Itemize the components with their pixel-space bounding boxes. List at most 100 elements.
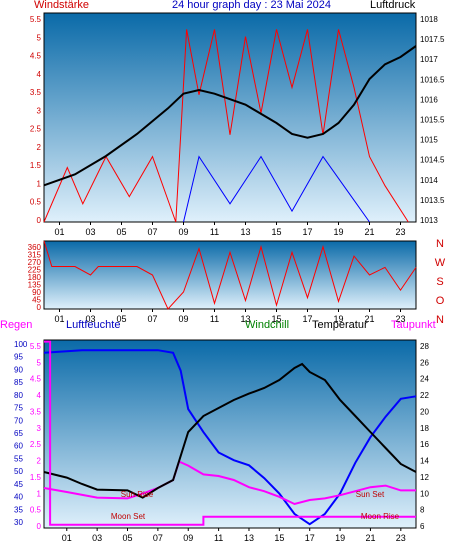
humidity-tick-label: 100: [14, 340, 28, 349]
humidity-tick-label: 65: [14, 429, 23, 438]
temperature-label: Temperatur: [312, 319, 368, 331]
direction-tick-label: 225: [28, 266, 42, 275]
pressure-tick-label: 1018: [420, 15, 438, 24]
astro-annotation: Sun Rise: [121, 490, 154, 499]
x-tick-label: 07: [153, 533, 163, 543]
x-tick-label: 15: [271, 227, 281, 237]
temperature-tick-label: 24: [420, 375, 429, 384]
wind-tick-label: 5.5: [30, 15, 42, 24]
windchill-label: Windchill: [245, 319, 290, 331]
humidity-tick-label: 40: [14, 493, 23, 502]
wind-tick-label: 1.5: [30, 161, 42, 170]
x-tick-label: 03: [85, 227, 95, 237]
x-tick-label: 17: [305, 533, 315, 543]
direction-tick-label: 270: [28, 258, 42, 267]
direction-tick-label: 0: [37, 303, 42, 312]
x-tick-label: 01: [54, 227, 64, 237]
series-line-windchill: [43, 460, 416, 506]
x-tick-label: 09: [183, 533, 193, 543]
wind-tick-label: 5: [37, 33, 42, 42]
wind-tick-label: 0.5: [30, 198, 42, 207]
rain-label: Regen: [0, 319, 33, 331]
wind-tick-label: 3: [37, 106, 42, 115]
wind-tick-label: 1: [37, 179, 42, 188]
rain-tick-label: 3.5: [30, 407, 42, 416]
wind-tick-label: 0: [37, 216, 42, 225]
x-tick-label: 21: [364, 314, 374, 324]
x-tick-label: 17: [302, 227, 312, 237]
wind-tick-label: 2.5: [30, 125, 42, 134]
x-tick-label: 21: [364, 227, 374, 237]
temperature-tick-label: 20: [420, 407, 429, 416]
x-tick-label: 13: [244, 533, 254, 543]
rain-tick-label: 4.5: [30, 375, 42, 384]
temperature-tick-label: 12: [420, 473, 429, 482]
x-tick-label: 23: [395, 314, 405, 324]
humidity-tick-label: 30: [14, 518, 23, 527]
temperature-tick-label: 28: [420, 342, 429, 351]
x-tick-label: 15: [274, 533, 284, 543]
humidity-label: Luftfeuchte: [66, 319, 121, 331]
humidity-tick-label: 50: [14, 467, 23, 476]
temperature-tick-label: 22: [420, 391, 429, 400]
wind-tick-label: 4: [37, 70, 42, 79]
compass-tick-label: O: [436, 295, 445, 307]
compass-tick-label: W: [435, 257, 446, 269]
x-tick-label: 03: [92, 533, 102, 543]
x-tick-label: 23: [395, 227, 405, 237]
humidity-tick-label: 90: [14, 365, 23, 374]
chart-panel-1: [43, 12, 417, 223]
humidity-tick-label: 35: [14, 505, 23, 514]
pressure-tick-label: 1015.5: [420, 116, 445, 125]
wind-strength-label: Windstärke: [34, 0, 90, 11]
x-tick-label: 11: [210, 227, 219, 237]
x-tick-label: 11: [210, 314, 219, 324]
temperature-tick-label: 16: [420, 440, 429, 449]
astro-annotation: Moon Rise: [361, 512, 400, 521]
rain-tick-label: 3: [37, 424, 42, 433]
pressure-tick-label: 1017: [420, 55, 438, 64]
rain-tick-label: 2.5: [30, 440, 42, 449]
temperature-tick-label: 6: [420, 522, 425, 531]
chart-panel-3: [43, 339, 417, 529]
series-line-temperature: [43, 362, 417, 499]
wind-tick-label: 4.5: [30, 52, 42, 61]
x-tick-label: 03: [85, 314, 95, 324]
rain-tick-label: 2: [37, 457, 42, 466]
rain-tick-label: 1.5: [30, 473, 42, 482]
direction-tick-label: 90: [32, 288, 41, 297]
series-line-wind: [43, 29, 409, 223]
wind-tick-label: 2: [37, 143, 42, 152]
temperature-tick-label: 8: [420, 506, 425, 515]
temperature-tick-label: 18: [420, 424, 429, 433]
graph-title: 24 hour graph day : 23 Mai 2024: [172, 0, 332, 11]
series-line-winddir: [43, 240, 417, 310]
pressure-tick-label: 1015: [420, 136, 438, 145]
x-tick-label: 05: [116, 314, 126, 324]
wind-tick-label: 3.5: [30, 88, 42, 97]
humidity-tick-label: 85: [14, 378, 23, 387]
rain-tick-label: 4: [37, 391, 42, 400]
series-line-rain: [44, 340, 416, 526]
x-tick-label: 07: [147, 314, 157, 324]
humidity-tick-label: 80: [14, 391, 23, 400]
x-tick-label: 19: [335, 533, 345, 543]
temperature-tick-label: 26: [420, 358, 429, 367]
x-tick-label: 15: [271, 314, 281, 324]
humidity-tick-label: 70: [14, 416, 23, 425]
humidity-tick-label: 45: [14, 480, 23, 489]
x-tick-label: 17: [302, 314, 312, 324]
pressure-tick-label: 1016.5: [420, 75, 445, 84]
x-tick-label: 01: [62, 533, 72, 543]
pressure-tick-label: 1014.5: [420, 156, 445, 165]
pressure-tick-label: 1013.5: [420, 196, 445, 205]
astro-annotation: Sun Set: [356, 490, 385, 499]
dewpoint-label: Taupunkt: [391, 319, 436, 331]
direction-tick-label: 360: [28, 243, 42, 252]
rain-tick-label: 0.5: [30, 506, 42, 515]
temperature-tick-label: 10: [420, 489, 429, 498]
x-tick-label: 13: [240, 227, 250, 237]
direction-tick-label: 135: [28, 281, 42, 290]
temperature-tick-label: 14: [420, 457, 429, 466]
